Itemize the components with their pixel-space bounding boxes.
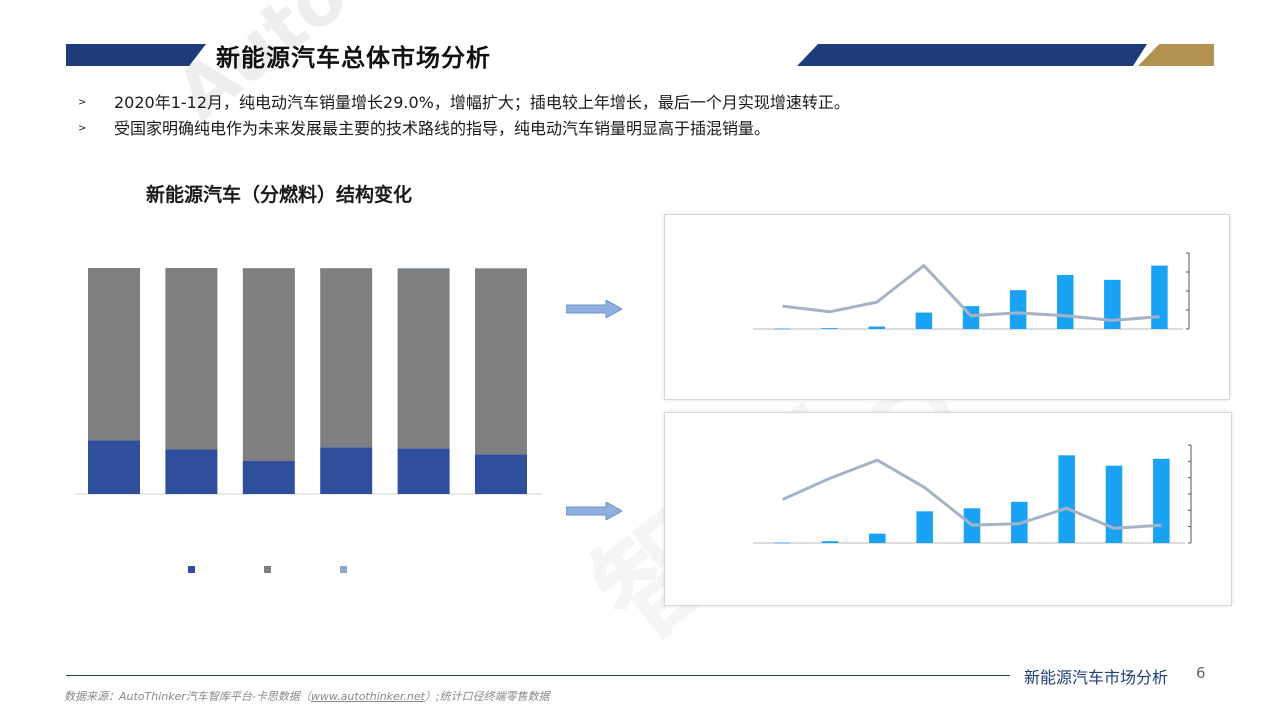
phev-sales-chart [753,444,1192,544]
bar-segment-燃料电池 [397,268,450,269]
sales-bar [1009,290,1027,329]
bar-segment-纯电动 [397,268,450,449]
source-prefix: 数据来源：AutoThinker汽车智库平台-卡思数据（ [64,690,311,703]
footer-section-title: 新能源汽车市场分析 [1024,668,1169,687]
source-suffix: ）;统计口径终端零售数据 [424,690,550,703]
sales-bar [1105,465,1123,543]
bar-segment-插电混动 [397,448,450,494]
data-source-note: 数据来源：AutoThinker汽车智库平台-卡思数据（www.autothin… [64,688,550,704]
sales-bar [821,328,838,329]
growth-line [782,264,1160,322]
sales-bar [1151,265,1168,329]
bar-segment-插电混动 [88,440,140,494]
sales-bar [868,326,886,329]
legend-swatch [264,566,271,573]
bar-segment-纯电动 [242,268,295,462]
bar-segment-纯电动 [320,268,373,448]
sales-bar [869,533,886,543]
sales-bar [774,328,791,330]
bullet-marker: > [78,97,87,108]
bar-segment-纯电动 [88,268,140,441]
bullet-text: 受国家明确纯电作为未来发展最主要的技术路线的指导，纯电动汽车销量明显高于插混销量… [114,119,771,138]
sales-bar [1104,279,1121,329]
bar-segment-插电混动 [475,454,527,494]
arrow-right-icon [566,300,622,318]
footer-divider [66,675,1010,676]
bullet-list: > 2020年1-12月，纯电动汽车销量增长29.0%，增幅扩大；插电较上年增长… [78,90,850,142]
bullet-marker: > [78,123,87,134]
bev-chart-panel [664,214,1230,400]
sales-bar [1153,458,1170,543]
bullet-item: > 2020年1-12月，纯电动汽车销量增长29.0%，增幅扩大；插电较上年增长… [78,90,850,116]
sales-bar [774,542,791,544]
sales-bar [1058,455,1075,543]
bar-segment-插电混动 [165,449,218,494]
source-link[interactable]: www.autothinker.net [310,690,425,703]
arrow-right-icon [566,502,622,520]
bev-sales-chart [753,252,1190,330]
bar-segment-纯电动 [165,268,218,450]
sales-bar [1056,274,1074,329]
fuel-structure-chart-title: 新能源汽车（分燃料）结构变化 [146,184,413,206]
legend-swatch [188,566,195,573]
bar-segment-插电混动 [242,461,295,494]
page-number: 6 [1196,664,1206,682]
bar-segment-纯电动 [475,268,527,455]
title-bar-gold [1138,44,1214,66]
bullet-text: 2020年1-12月，纯电动汽车销量增长29.0%，增幅扩大；插电较上年增长，最… [114,93,850,112]
title-bar-right [797,44,1147,66]
title-bar-left [66,44,206,66]
bullet-item: > 受国家明确纯电作为未来发展最主要的技术路线的指导，纯电动汽车销量明显高于插混… [78,116,850,142]
legend-swatch [340,566,347,573]
bar-segment-插电混动 [320,447,373,494]
page-title: 新能源汽车总体市场分析 [216,44,491,72]
sales-bar [821,541,839,543]
phev-chart-panel [664,412,1232,606]
sales-bar [916,511,933,543]
growth-line [782,458,1162,530]
fuel-structure-chart [75,267,542,573]
sales-bar [915,312,933,329]
